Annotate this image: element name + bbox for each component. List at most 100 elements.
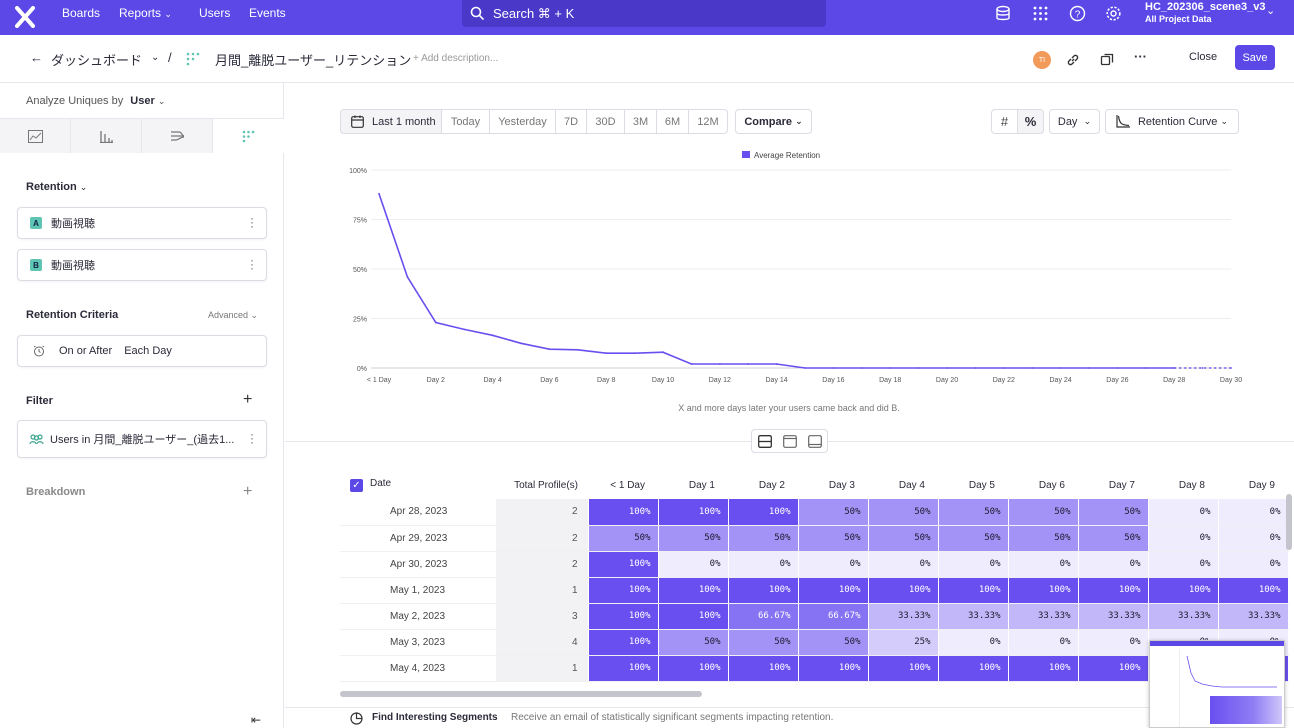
data-point[interactable] (1031, 367, 1034, 369)
retention-cell[interactable]: 25% (868, 629, 939, 656)
back-arrow-icon[interactable]: ← (30, 50, 43, 65)
retention-cell[interactable]: 100% (728, 577, 799, 604)
horizontal-scrollbar[interactable] (340, 691, 702, 697)
advanced-dropdown[interactable]: Advanced ⌄ (208, 310, 258, 321)
data-point[interactable] (747, 363, 750, 365)
link-icon[interactable] (1066, 53, 1080, 67)
column-header-date[interactable]: ✓ Date (340, 471, 495, 499)
mixpanel-logo-icon[interactable] (15, 6, 35, 28)
data-point[interactable] (633, 352, 636, 355)
column-header-day[interactable]: Day 9 (1248, 479, 1275, 491)
column-header-day[interactable]: Day 2 (758, 479, 785, 491)
retention-cell[interactable]: 0% (1008, 551, 1079, 578)
retention-cell[interactable]: 100% (588, 499, 659, 526)
retention-cell[interactable]: 50% (588, 525, 659, 552)
retention-cell[interactable]: 100% (938, 655, 1009, 682)
duplicate-icon[interactable] (1100, 53, 1114, 67)
kebab-menu-icon[interactable]: · · · (250, 427, 254, 449)
retention-cell[interactable]: 100% (938, 577, 1009, 604)
data-point[interactable] (1230, 367, 1232, 369)
retention-cell[interactable]: 100% (1008, 655, 1079, 682)
chart-type-dropdown[interactable]: Retention Curve ⌄ (1105, 109, 1239, 134)
data-point[interactable] (1116, 367, 1119, 369)
data-point[interactable] (520, 342, 522, 345)
retention-cell[interactable]: 100% (868, 577, 939, 604)
retention-section-header[interactable]: Retention ⌄ (26, 181, 87, 193)
find-segments-link[interactable]: Find Interesting Segments (372, 712, 498, 723)
retention-cell[interactable]: 50% (728, 525, 799, 552)
data-point[interactable] (832, 367, 835, 369)
data-point[interactable] (974, 367, 977, 369)
column-header-day[interactable]: Day 1 (688, 479, 715, 491)
retention-cell[interactable]: 0% (938, 551, 1009, 578)
retention-cell[interactable]: 33.33% (868, 603, 939, 630)
retention-cell[interactable]: 0% (1148, 525, 1219, 552)
data-point[interactable] (576, 348, 579, 351)
data-point[interactable] (1059, 367, 1062, 369)
data-point[interactable] (804, 367, 806, 369)
retention-cell[interactable]: 50% (938, 499, 1009, 526)
column-header-total[interactable]: Total Profile(s) (514, 479, 578, 491)
retention-cell[interactable]: 100% (658, 499, 729, 526)
tab-funnels[interactable] (71, 119, 142, 153)
retention-cell[interactable]: 33.33% (938, 603, 1009, 630)
interval-dropdown[interactable]: Day ⌄ (1049, 109, 1100, 134)
retention-cell[interactable]: 50% (1008, 499, 1079, 526)
avatar[interactable]: TI (1033, 51, 1051, 69)
retention-cell[interactable]: 50% (798, 499, 869, 526)
retention-cell[interactable]: 33.33% (1078, 603, 1149, 630)
retention-cell[interactable]: 0% (1078, 551, 1149, 578)
compare-dropdown[interactable]: Compare ⌄ (735, 109, 812, 134)
table-row[interactable]: Apr 30, 2023 2 100% 0% 0% 0% 0% 0% 0% 0% 0% 0% (340, 551, 1289, 578)
data-point[interactable] (1144, 367, 1147, 369)
criteria-each-day[interactable]: Each Day (124, 345, 172, 357)
data-point[interactable] (463, 328, 466, 331)
retention-cell[interactable]: 50% (938, 525, 1009, 552)
data-point[interactable] (378, 192, 380, 195)
data-point[interactable] (662, 351, 664, 354)
database-icon[interactable] (995, 5, 1012, 22)
date-range-today[interactable]: Today (441, 109, 490, 134)
table-row[interactable]: May 4, 2023 1 100% 100% 100% 100% 100% 100% 100%… (340, 655, 1289, 682)
data-point[interactable] (434, 321, 437, 324)
column-header-day[interactable]: Day 8 (1178, 479, 1205, 491)
retention-cell[interactable]: 100% (658, 577, 729, 604)
chevron-down-icon[interactable]: ⌄ (151, 52, 160, 63)
retention-cell[interactable]: 100% (658, 603, 729, 630)
data-point[interactable] (1088, 367, 1090, 369)
chevron-down-icon[interactable]: ⌄ (157, 96, 166, 106)
column-header-day[interactable]: Day 7 (1108, 479, 1135, 491)
data-point[interactable] (548, 348, 551, 351)
table-row[interactable]: May 2, 2023 3 100% 100% 66.67% 66.67% 33.33% 33… (340, 603, 1289, 630)
kebab-menu-icon[interactable]: · · · (250, 253, 254, 275)
retention-cell[interactable]: 100% (868, 655, 939, 682)
retention-cell[interactable]: 0% (1078, 629, 1149, 656)
retention-cell[interactable]: 100% (1218, 577, 1289, 604)
data-point[interactable] (946, 367, 948, 369)
retention-cell[interactable]: 66.67% (798, 603, 869, 630)
data-point[interactable] (917, 367, 920, 369)
retention-cell[interactable]: 100% (798, 655, 869, 682)
retention-cell[interactable]: 50% (1078, 499, 1149, 526)
percent-toggle-icon[interactable]: % (1017, 109, 1044, 134)
vertical-scrollbar[interactable] (1286, 494, 1292, 550)
data-point[interactable] (1201, 367, 1204, 369)
retention-cell[interactable]: 0% (1218, 499, 1289, 526)
retention-cell[interactable]: 0% (1008, 629, 1079, 656)
table-row[interactable]: May 1, 2023 1 100% 100% 100% 100% 100% 100% 100%… (340, 577, 1289, 604)
retention-cell[interactable]: 0% (1148, 499, 1219, 526)
retention-cell[interactable]: 100% (588, 551, 659, 578)
report-title[interactable]: 月間_離脱ユーザー_リテンション (215, 53, 412, 68)
column-header-day[interactable]: < 1 Day (610, 479, 645, 491)
column-header-day[interactable]: Day 3 (828, 479, 855, 491)
retention-cell[interactable]: 100% (588, 629, 659, 656)
nav-events[interactable]: Events (249, 6, 286, 20)
filter-cohort-item[interactable]: Users in 月間_離脱ユーザー_(過去1... · · · (17, 420, 267, 458)
table-row[interactable]: Apr 28, 2023 2 100% 100% 100% 50% 50% 50% 50% 50%… (340, 499, 1289, 526)
column-header-day[interactable]: Day 4 (898, 479, 925, 491)
date-range-3m[interactable]: 3M (624, 109, 657, 134)
row-total-profiles[interactable]: 2 (495, 551, 589, 578)
row-total-profiles[interactable]: 4 (495, 629, 589, 656)
help-icon[interactable]: ? (1069, 5, 1086, 22)
